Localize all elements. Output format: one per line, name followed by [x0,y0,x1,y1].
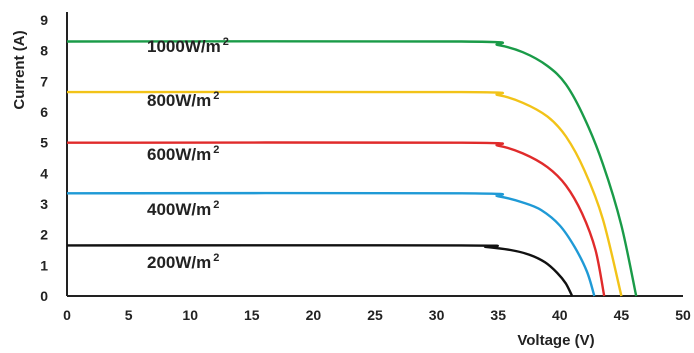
y-tick-label: 6 [40,104,48,120]
series-line-1000w-m [66,40,638,297]
series-line-200w-m [66,244,574,297]
x-axis-title: Voltage (V) [517,332,594,349]
y-tick-label: 2 [40,227,48,243]
y-tick-label: 7 [40,73,48,89]
series-line-400w-m [66,191,596,297]
series-label: 200W/m 2 [147,252,219,272]
series-label: 600W/m 2 [147,144,219,164]
x-tick-label: 25 [367,307,383,323]
x-tick-label: 40 [552,307,568,323]
y-tick-label: 3 [40,196,48,212]
y-tick-labels: 0 1 2 3 4 5 6 7 8 9 [40,12,48,304]
x-tick-label: 35 [490,307,506,323]
series-label: 800W/m 2 [147,90,219,110]
x-tick-label: 45 [614,307,630,323]
x-tick-label: 50 [675,307,691,323]
x-tick-label: 15 [244,307,260,323]
axes [66,12,683,297]
series-lines [66,40,638,297]
series-label: 1000W/m 2 [147,36,229,56]
x-tick-label: 20 [306,307,322,323]
y-axis-title: Current (A) [11,30,28,109]
y-tick-label: 9 [40,12,48,28]
series-line-600w-m [66,141,606,297]
y-tick-label: 0 [40,288,48,304]
series-line-800w-m [66,90,623,297]
series-label: 400W/m 2 [147,199,219,219]
x-tick-label: 10 [182,307,198,323]
y-tick-label: 5 [40,135,48,151]
y-tick-label: 8 [40,43,48,59]
series-labels: 1000W/m 2 800W/m 2 600W/m 2 400W/m 2 200W/m 2 [147,36,229,272]
x-tick-label: 0 [63,307,71,323]
y-tick-label: 1 [40,257,48,273]
y-tick-label: 4 [40,165,48,181]
x-tick-label: 30 [429,307,445,323]
x-tick-label: 5 [125,307,133,323]
x-tick-labels: 0 5 10 15 20 25 30 35 40 45 50 [63,307,691,323]
